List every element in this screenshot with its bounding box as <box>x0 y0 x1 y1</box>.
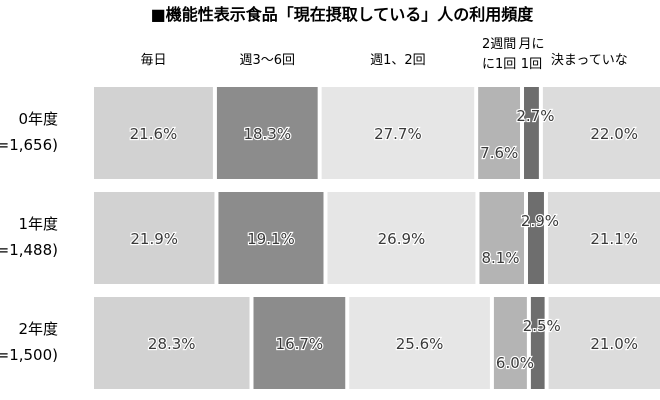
series-header-2: 週3〜6回 <box>240 53 296 68</box>
data-label: 21.6% <box>130 125 178 143</box>
row-sample-size: =1,656) <box>0 136 58 154</box>
data-label: 21.1% <box>590 230 638 248</box>
series-header-5: 月に 1回 <box>518 37 544 72</box>
bar-segment-5 <box>524 87 539 179</box>
data-label: 28.3% <box>148 335 196 353</box>
bar-row-1: 0年度 =1,656) 21.6% 18.3% 27.7% 7.6% 2.7% 22.0% <box>0 87 660 179</box>
bar-segment-5 <box>530 297 545 389</box>
bar-row-3: 2年度 =1,500) 28.3% 16.7% 25.6% 6.0% 2.5% 21.0% <box>0 297 660 389</box>
data-label: 19.1% <box>247 230 295 248</box>
bar-segment-3 <box>349 297 490 389</box>
row-label: 2年度 <box>18 320 58 338</box>
bar-segment-4 <box>479 192 524 284</box>
bar-segment-4 <box>493 297 527 389</box>
data-label: 2.7% <box>516 107 554 125</box>
bar-segment-2 <box>216 87 318 179</box>
series-header-1: 毎日 <box>140 52 166 68</box>
bar-segment-1 <box>94 297 250 389</box>
data-label: 16.7% <box>276 335 324 353</box>
row-sample-size: =1,488) <box>0 241 58 259</box>
data-label: 26.9% <box>378 230 426 248</box>
data-label: 8.1% <box>481 249 519 267</box>
bar-rows: 0年度 =1,656) 21.6% 18.3% 27.7% 7.6% 2.7% 22.0% 1年… <box>0 87 660 389</box>
bar-segment-2 <box>218 192 324 284</box>
bar-segment-6 <box>542 87 660 179</box>
data-label: 6.0% <box>496 354 534 372</box>
data-label: 25.6% <box>396 335 444 353</box>
data-label: 7.6% <box>480 144 518 162</box>
series-header-4: 2週間に1回 <box>482 37 516 72</box>
bar-segment-1 <box>94 87 213 179</box>
data-label: 21.0% <box>590 335 638 353</box>
data-label: 2.5% <box>523 317 561 335</box>
bar-segment-6 <box>547 192 660 284</box>
bar-segment-2 <box>253 297 346 389</box>
data-label: 18.3% <box>243 125 291 143</box>
bar-segment-3 <box>321 87 475 179</box>
row-sample-size: =1,500) <box>0 346 58 364</box>
data-label: 22.0% <box>590 125 638 143</box>
series-header-3: 週1、2回 <box>370 53 426 68</box>
bar-row-2: 1年度 =1,488) 21.9% 19.1% 26.9% 8.1% 2.9% 21.1% <box>0 192 660 284</box>
bar-segment-6 <box>548 297 660 389</box>
bar-segment-1 <box>94 192 215 284</box>
bar-segment-3 <box>327 192 476 284</box>
data-label: 2.9% <box>521 212 559 230</box>
series-header-6: 決まっていな <box>551 53 628 68</box>
row-label: 0年度 <box>18 110 58 128</box>
data-label: 21.9% <box>130 230 178 248</box>
data-label: 27.7% <box>374 125 422 143</box>
bar-segment-4 <box>478 87 521 179</box>
bar-segment-5 <box>528 192 544 284</box>
row-label: 1年度 <box>18 215 58 233</box>
chart-title: ■機能性表示食品「現在摂取している」人の利用頻度 <box>151 5 535 24</box>
